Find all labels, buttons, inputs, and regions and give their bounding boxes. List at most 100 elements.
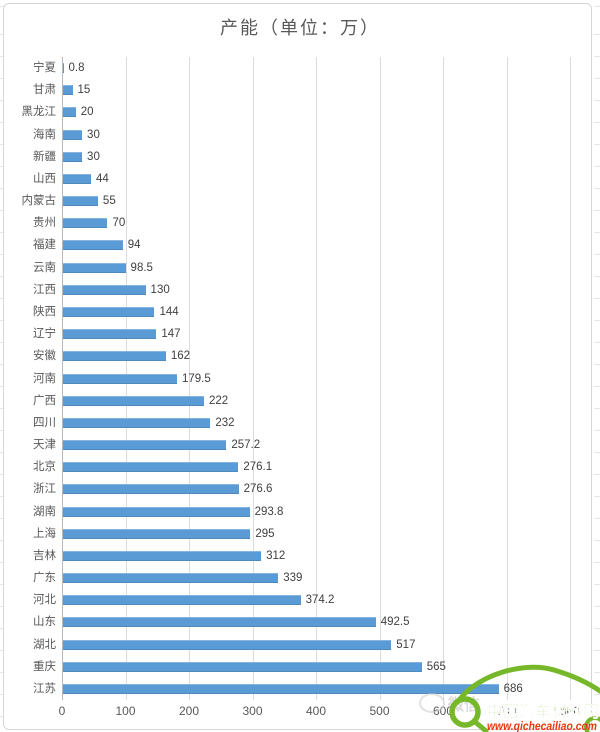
category-label: 陕西 (33, 305, 56, 318)
watermark-logo: 微信 中国汽车材料网 www.qichecailiao.com (419, 664, 600, 732)
category-label: 山西 (33, 172, 56, 185)
bar-value-label: 222 (208, 394, 229, 407)
bar-value-label: 20 (80, 106, 94, 119)
bar-value-label: 374.2 (305, 594, 335, 607)
bar (63, 373, 177, 384)
x-tick-label: 200 (178, 704, 200, 718)
bar-value-label: 94 (127, 239, 141, 252)
gridline (570, 57, 571, 700)
bar-value-label: 293.8 (254, 505, 284, 518)
spreadsheet-edge-left (0, 0, 3, 732)
bar (63, 484, 239, 495)
bar (63, 595, 301, 606)
bar-value-label: 257.2 (231, 439, 261, 452)
ghost-scribble-icon (421, 693, 443, 699)
category-label: 河南 (33, 372, 56, 385)
bar (63, 262, 126, 273)
category-label: 上海 (33, 527, 56, 540)
x-tick-label: 0 (58, 704, 66, 718)
bar-value-label: 276.1 (243, 461, 273, 474)
bar-value-label: 339 (283, 572, 303, 585)
watermark-brand-text: 中国汽车材料网 (487, 702, 599, 721)
category-label: 内蒙古 (21, 195, 57, 208)
category-label: 吉林 (33, 549, 56, 562)
category-label: 宁夏 (33, 62, 56, 75)
bar (63, 506, 250, 517)
bar-value-label: 130 (150, 283, 170, 296)
bar (63, 683, 499, 694)
category-label: 湖南 (33, 505, 56, 518)
bar (63, 329, 157, 340)
bar (63, 306, 155, 317)
category-label: 浙江 (33, 483, 56, 496)
bar-value-label: 144 (159, 305, 179, 318)
category-label: 新疆 (33, 150, 56, 163)
bar-value-label: 312 (266, 549, 286, 562)
category-label: 福建 (33, 239, 56, 252)
category-label: 云南 (33, 261, 56, 274)
category-label: 天津 (33, 439, 56, 452)
bar (63, 417, 211, 428)
bar (63, 639, 392, 650)
category-label: 重庆 (33, 660, 56, 673)
spreadsheet-edge-right (594, 0, 600, 732)
bar (63, 218, 108, 229)
watermark-url-text: www.qichecailiao.com (487, 721, 597, 732)
bar-value-label: 295 (255, 527, 275, 540)
bar (63, 395, 204, 406)
bar (63, 617, 376, 628)
bar (63, 284, 146, 295)
bar (63, 85, 73, 96)
x-tick-label: 800 (559, 704, 581, 718)
bar-value-label: 147 (161, 328, 181, 341)
bar (63, 462, 239, 473)
gridline (443, 57, 444, 700)
bar-value-label: 30 (87, 128, 100, 141)
bar-value-label: 276.6 (243, 483, 273, 496)
category-label: 江西 (33, 283, 56, 296)
category-label: 安徽 (33, 350, 56, 363)
bar (63, 63, 64, 74)
y-axis-line (62, 57, 63, 700)
bar (63, 129, 83, 140)
bar (63, 661, 422, 672)
bar-value-label: 30 (87, 150, 100, 163)
category-label: 湖北 (33, 638, 56, 651)
gridline (252, 57, 254, 700)
x-tick-label: 600 (432, 704, 454, 718)
bar-value-label: 0.8 (68, 62, 85, 75)
category-label: 海南 (33, 128, 56, 141)
category-label: 贵州 (33, 217, 56, 230)
bar (63, 573, 279, 584)
bar-value-label: 44 (95, 172, 109, 185)
bar-value-label: 98.5 (130, 261, 153, 274)
category-label: 山东 (33, 616, 56, 629)
bar (63, 528, 251, 539)
gridline (379, 57, 381, 700)
category-label: 江苏 (33, 682, 56, 695)
category-label: 北京 (33, 461, 56, 474)
chart-title: 产能（单位：万） (220, 18, 380, 38)
category-label: 河北 (33, 594, 56, 607)
bar-value-label: 55 (102, 195, 116, 208)
bar (63, 440, 227, 451)
gridline (316, 57, 317, 700)
bar-value-label: 517 (396, 638, 416, 651)
bar-value-label: 70 (112, 217, 126, 230)
gridline (506, 57, 508, 700)
category-label: 四川 (33, 416, 56, 429)
category-label: 辽宁 (33, 328, 56, 341)
gridline (189, 57, 190, 700)
bar (63, 196, 98, 207)
bar (63, 240, 123, 251)
category-label: 甘肃 (33, 84, 56, 97)
category-label: 广西 (33, 394, 56, 407)
x-tick-label: 500 (369, 704, 390, 718)
bar-value-label: 15 (77, 84, 91, 97)
bar (63, 151, 83, 162)
chart-area (3, 3, 592, 730)
category-label: 黑龙江 (21, 106, 57, 119)
bar-value-label: 565 (426, 660, 446, 673)
bar-value-label: 179.5 (181, 372, 211, 385)
x-tick-label: 400 (305, 704, 327, 718)
